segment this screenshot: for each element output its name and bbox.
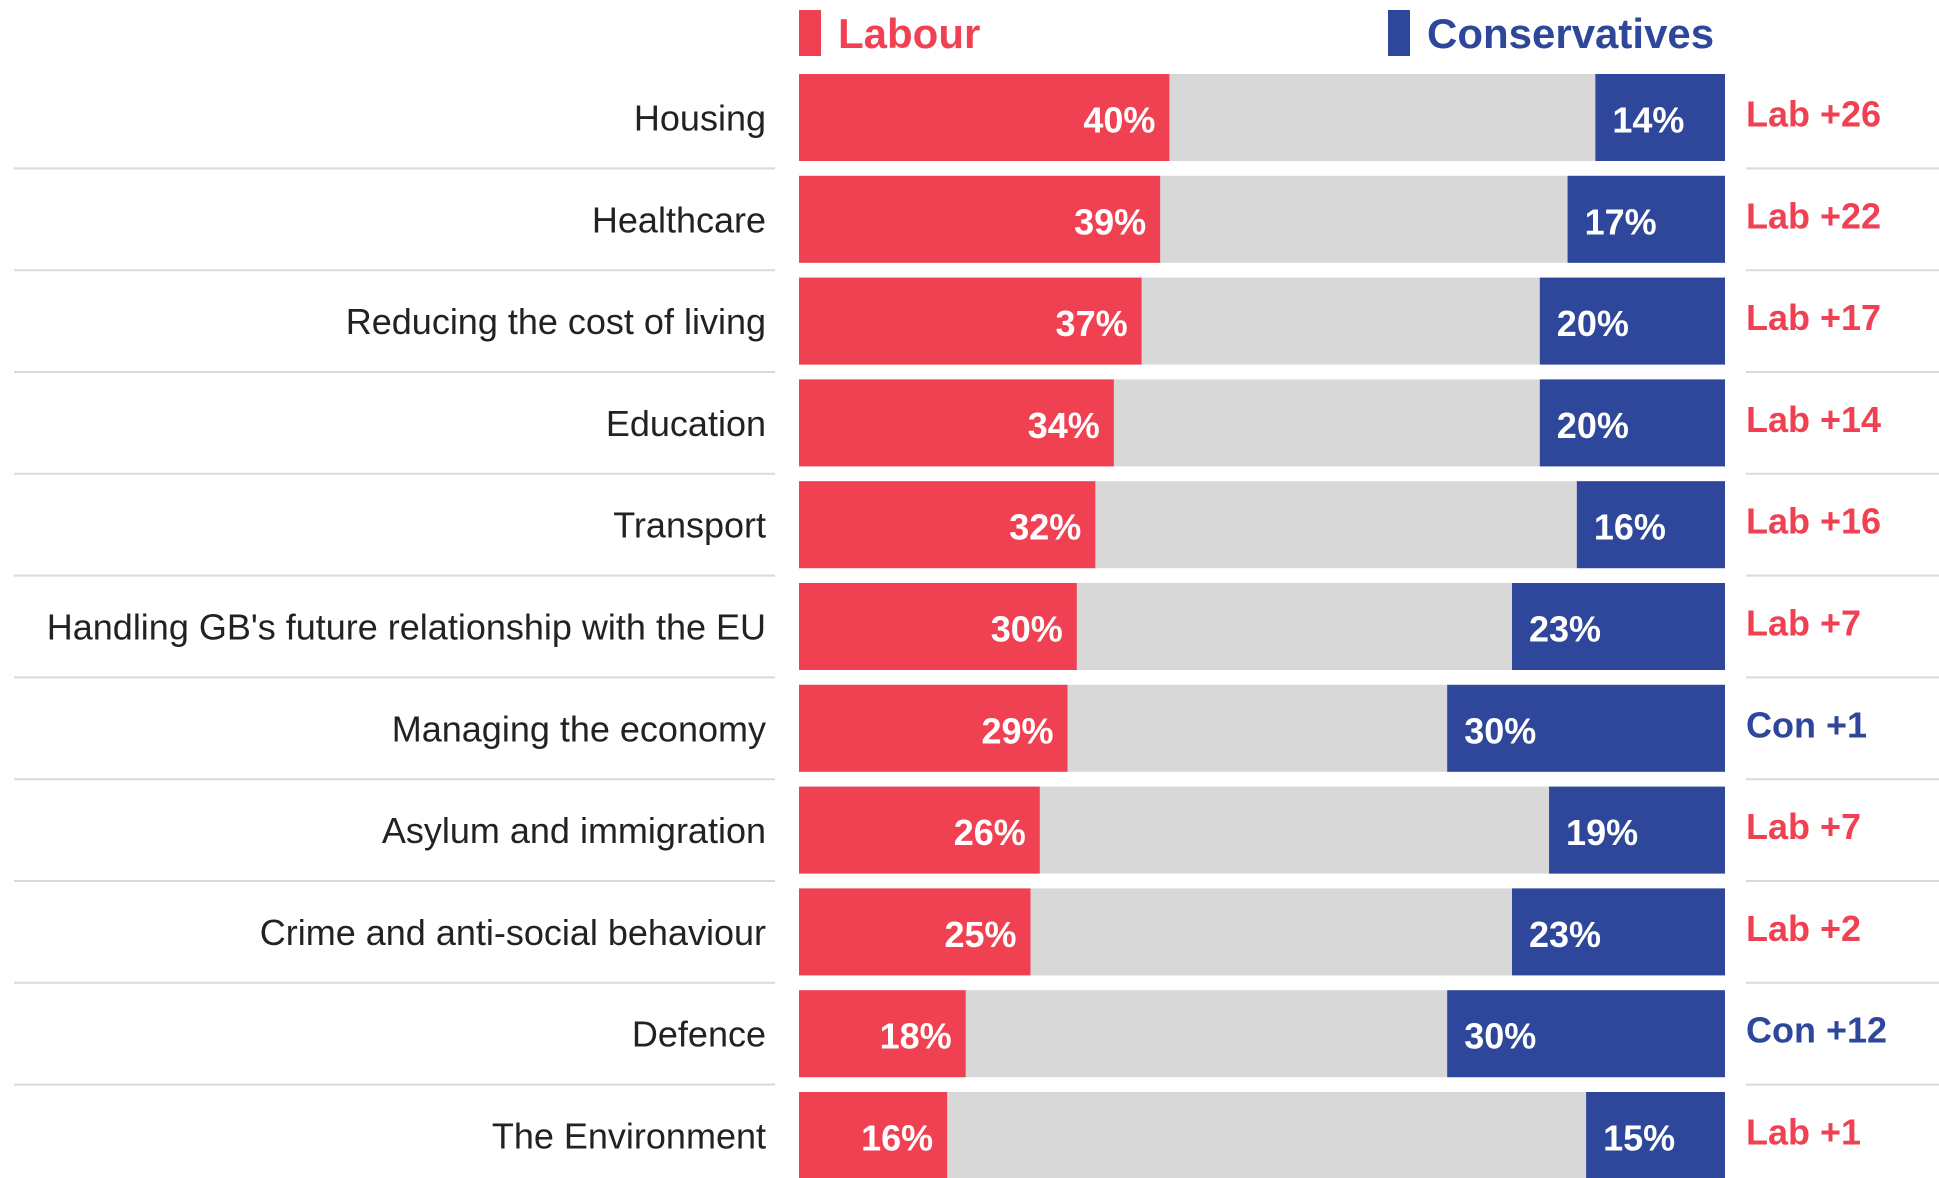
issue-label: Healthcare <box>592 199 766 240</box>
issue-label: The Environment <box>492 1116 766 1157</box>
legend-labour-swatch <box>799 10 821 56</box>
lead-label: Con +1 <box>1746 704 1867 745</box>
issue-label: Handling GB's future relationship with t… <box>47 607 766 648</box>
issue-label: Defence <box>632 1014 766 1055</box>
labour-value-label: 39% <box>1074 201 1146 242</box>
lead-label: Lab +14 <box>1746 399 1881 440</box>
labels: Housing 40% 14% Lab +26 Healthcare 39% 17% Lab … <box>47 94 1887 1159</box>
labour-bar <box>799 888 1031 976</box>
lead-label: Lab +2 <box>1746 908 1861 949</box>
labour-bar <box>799 583 1077 670</box>
labour-bar <box>799 74 1170 161</box>
lead-label: Lab +7 <box>1746 806 1861 847</box>
labour-value-label: 34% <box>1028 405 1100 446</box>
conservative-bar <box>1595 74 1725 161</box>
conservative-value-label: 30% <box>1464 1016 1536 1057</box>
labour-bar <box>799 1092 948 1178</box>
lead-label: Lab +17 <box>1746 297 1881 338</box>
lead-label: Lab +1 <box>1746 1112 1861 1153</box>
labour-value-label: 29% <box>981 710 1053 751</box>
labour-value-label: 32% <box>1009 507 1081 548</box>
legend-conservatives-swatch <box>1388 10 1410 56</box>
bar-background <box>799 1092 1725 1178</box>
issue-label: Crime and anti-social behaviour <box>260 912 766 953</box>
bars <box>799 74 1725 1178</box>
lead-label: Lab +16 <box>1746 501 1881 542</box>
conservative-bar <box>1539 277 1725 365</box>
issue-label: Reducing the cost of living <box>346 301 766 342</box>
issue-label: Transport <box>613 505 766 546</box>
conservative-bar <box>1447 684 1725 772</box>
issue-label: Education <box>606 403 766 444</box>
legend-labour-label: Labour <box>838 10 980 57</box>
conservative-value-label: 30% <box>1464 710 1536 751</box>
conservative-value-label: 19% <box>1566 812 1638 853</box>
conservative-value-label: 15% <box>1603 1118 1675 1159</box>
conservative-bar <box>1539 379 1725 467</box>
conservative-bar <box>1567 175 1725 263</box>
labour-bar <box>799 379 1114 467</box>
labour-value-label: 40% <box>1083 100 1155 141</box>
labour-value-label: 30% <box>991 609 1063 650</box>
legend-conservatives-label: Conservatives <box>1427 10 1714 57</box>
labour-bar <box>799 277 1142 365</box>
conservative-value-label: 14% <box>1612 100 1684 141</box>
labour-bar <box>799 175 1161 263</box>
labour-bar <box>799 990 966 1078</box>
conservative-value-label: 20% <box>1557 303 1629 344</box>
labour-bar <box>799 481 1096 569</box>
lead-label: Lab +26 <box>1746 94 1881 135</box>
conservative-bar <box>1512 888 1725 976</box>
conservative-value-label: 23% <box>1529 914 1601 955</box>
labour-value-label: 25% <box>944 914 1016 955</box>
conservative-bar <box>1576 481 1725 569</box>
conservative-bar <box>1512 583 1725 670</box>
issue-label: Housing <box>634 98 766 139</box>
issue-label: Asylum and immigration <box>382 810 766 851</box>
labour-value-label: 16% <box>861 1118 933 1159</box>
conservative-bar <box>1447 990 1725 1078</box>
conservative-value-label: 16% <box>1594 507 1666 548</box>
lead-label: Lab +22 <box>1746 195 1881 236</box>
lead-label: Con +12 <box>1746 1010 1887 1051</box>
labour-bar <box>799 684 1068 772</box>
conservative-value-label: 23% <box>1529 609 1601 650</box>
conservative-value-label: 17% <box>1585 201 1657 242</box>
lead-label: Lab +7 <box>1746 603 1861 644</box>
row-dividers <box>14 167 1939 1086</box>
legend: Labour Conservatives <box>799 10 1714 57</box>
issue-label: Managing the economy <box>392 708 766 749</box>
conservative-bar <box>1549 786 1725 874</box>
labour-value-label: 18% <box>880 1016 952 1057</box>
labour-value-label: 26% <box>954 812 1026 853</box>
conservative-value-label: 20% <box>1557 405 1629 446</box>
conservative-bar <box>1586 1092 1725 1178</box>
labour-value-label: 37% <box>1056 303 1128 344</box>
labour-bar <box>799 786 1040 874</box>
